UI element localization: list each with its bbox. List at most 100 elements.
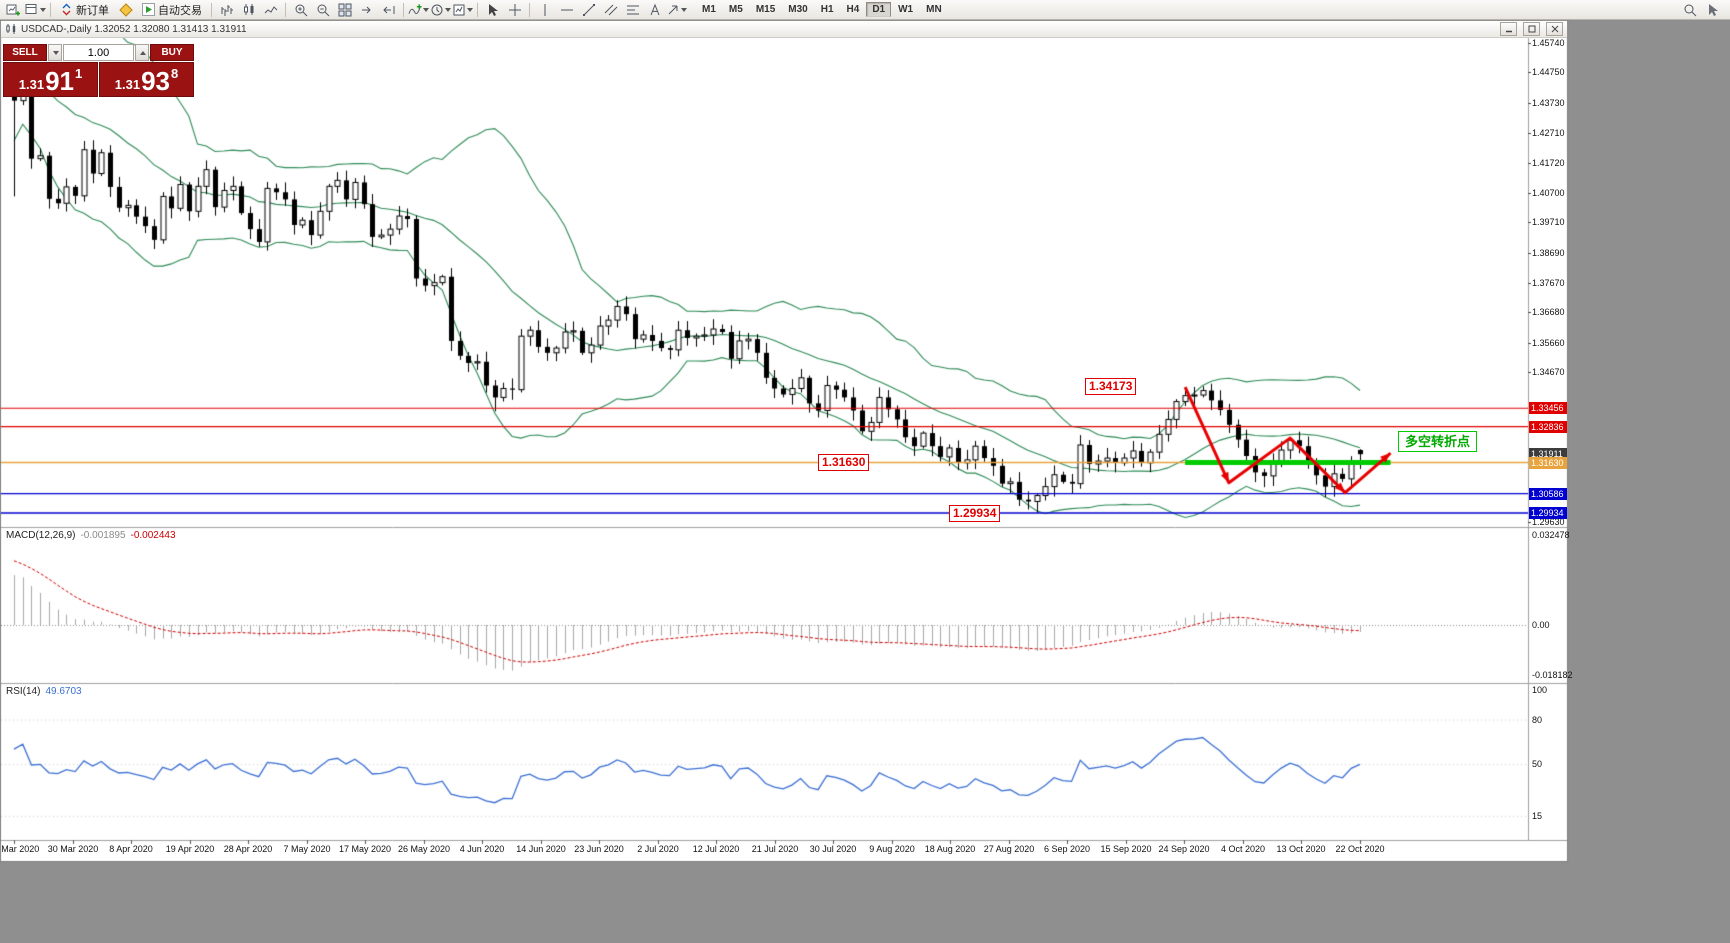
search-button[interactable] (1679, 1, 1700, 18)
minimize-button[interactable] (1500, 22, 1517, 36)
pointer-button[interactable] (1702, 1, 1723, 18)
timeframe-m15[interactable]: M15 (750, 2, 781, 17)
macd-header: MACD(12,26,9) -0.001895 -0.002443 (6, 530, 181, 541)
tile-windows-button[interactable] (334, 1, 355, 18)
toolbar-separator (477, 2, 478, 17)
toolbar-separator (50, 2, 51, 17)
rsi-value: 49.6703 (45, 686, 82, 697)
volume-increase-icon (139, 50, 146, 55)
auto-scroll-button[interactable] (356, 1, 377, 18)
horizontal-line-button[interactable] (556, 1, 577, 18)
support-price-label[interactable]: 1.31630 (818, 454, 870, 471)
auto-scroll-icon (361, 6, 371, 13)
buy-button[interactable]: BUY (150, 44, 194, 61)
search-icon (1684, 4, 1696, 16)
crosshair-button[interactable] (504, 1, 525, 18)
autotrading-icon (142, 3, 155, 16)
chevron-down-icon (423, 7, 429, 12)
chart-shift-button[interactable] (378, 1, 399, 18)
close-button[interactable] (1546, 22, 1563, 36)
bar-chart-button[interactable] (216, 1, 237, 18)
vertical-line-button[interactable] (534, 1, 555, 18)
volume-input[interactable] (63, 44, 134, 61)
volume-decrease-icon (52, 50, 59, 55)
new-chart-button[interactable] (3, 1, 24, 18)
chart-window-titlebar[interactable]: USDCAD-,Daily 1.32052 1.32080 1.31413 1.… (1, 21, 1567, 38)
zoom-in-button[interactable] (290, 1, 311, 18)
chevron-down-icon (40, 7, 46, 12)
crosshair-icon (508, 3, 521, 16)
toolbar-separator (529, 2, 530, 17)
timeframe-d1[interactable]: D1 (866, 2, 892, 17)
toolbar-separator (211, 2, 212, 17)
autotrading-button[interactable]: 自动交易 (137, 1, 207, 18)
volume-increase-button[interactable] (135, 44, 149, 61)
toolbar-right-group (1679, 1, 1727, 18)
rsi-title: RSI(14) (6, 686, 41, 697)
new-order-icon (62, 3, 71, 16)
fibonacci-icon (626, 5, 639, 14)
sell-price-sup: 1 (75, 66, 83, 81)
chevron-down-icon (467, 7, 473, 12)
timeframe-m5[interactable]: M5 (723, 2, 749, 17)
line-chart-icon (264, 5, 277, 13)
timeframe-m30[interactable]: M30 (782, 2, 813, 17)
indicators-icon (408, 3, 422, 14)
turning-point-label[interactable]: 多空转折点 (1398, 431, 1478, 452)
line-chart-button[interactable] (260, 1, 281, 18)
chevron-down-icon (681, 7, 687, 12)
rsi-header: RSI(14) 49.6703 (6, 686, 87, 697)
toolbar-separator (403, 2, 404, 17)
restore-button[interactable] (1523, 22, 1540, 36)
fibonacci-button[interactable] (622, 1, 643, 18)
arrows-tool-icon (668, 5, 678, 14)
autotrading-label: 自动交易 (158, 4, 202, 17)
one-click-top-row: SELL BUY (3, 44, 194, 61)
periods-button[interactable] (430, 1, 451, 18)
sell-button[interactable]: SELL (3, 44, 47, 61)
buy-price-sup: 8 (171, 66, 179, 81)
trendline-button[interactable] (578, 1, 599, 18)
bottom-price-label[interactable]: 1.29934 (949, 505, 1001, 522)
bar-chart-icon (221, 4, 233, 16)
zoom-out-button[interactable] (312, 1, 333, 18)
buy-price-display[interactable]: 1.31 93 8 (99, 62, 194, 97)
chart-shift-icon (382, 5, 394, 14)
text-tool-button[interactable] (644, 1, 665, 18)
macd-main-value: -0.001895 (80, 530, 126, 541)
templates-button[interactable] (452, 1, 473, 18)
sell-price-big: 91 (45, 66, 74, 96)
volume-decrease-button[interactable] (48, 44, 62, 61)
channel-button[interactable] (600, 1, 621, 18)
timeframe-w1[interactable]: W1 (892, 2, 919, 17)
timeframe-toolbar: M1 M5 M15 M30 H1 H4 D1 W1 MN (696, 2, 948, 17)
metaeditor-button[interactable] (115, 1, 136, 18)
templates-icon (453, 4, 465, 15)
timeframe-mn[interactable]: MN (920, 2, 948, 17)
zoom-out-icon (317, 4, 329, 16)
new-chart-icon (6, 4, 20, 15)
chart-icon (6, 24, 16, 34)
toolbar-separator (285, 2, 286, 17)
timeframe-m1[interactable]: M1 (696, 2, 722, 17)
peak-price-label[interactable]: 1.34173 (1085, 378, 1137, 395)
sell-price-display[interactable]: 1.31 91 1 (3, 62, 98, 97)
new-order-button[interactable]: 新订单 (55, 1, 114, 18)
macd-title: MACD(12,26,9) (6, 530, 76, 541)
horizontal-line-icon (560, 9, 573, 10)
macd-signal-value: -0.002443 (130, 530, 176, 541)
timeframe-h1[interactable]: H1 (815, 2, 840, 17)
indicators-button[interactable] (408, 1, 429, 18)
candlestick-chart-button[interactable] (238, 1, 259, 18)
timeframe-h4[interactable]: H4 (841, 2, 866, 17)
periods-clock-icon (431, 4, 443, 15)
main-toolbar: 新订单 自动交易 M1 M5 M15 M30 H1 H4 D1 W1 MN (0, 0, 1730, 20)
arrows-tool-button[interactable] (666, 1, 687, 18)
cursor-button[interactable] (482, 1, 503, 18)
zoom-in-icon (295, 4, 307, 16)
close-icon (1551, 25, 1558, 33)
profiles-button[interactable] (25, 1, 46, 18)
restore-icon (1528, 25, 1535, 33)
